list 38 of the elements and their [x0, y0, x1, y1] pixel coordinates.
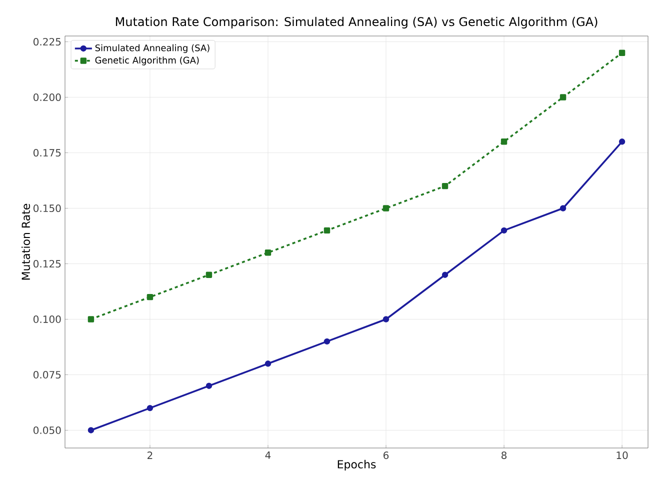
- y-tick-label: 0.225: [34, 38, 61, 46]
- point: [560, 94, 566, 100]
- point: [264, 250, 272, 256]
- point: [88, 316, 94, 322]
- y-tick-label: 0.175: [34, 148, 61, 157]
- legend-label: Simulated Annealing (SA): [95, 44, 210, 54]
- chart-title: Mutation Rate Comparison: Simulated Annealing (SA) vs Genetic Algorithm (GA): [116, 16, 598, 28]
- point: [146, 404, 154, 412]
- point: [382, 205, 390, 212]
- point: [382, 316, 390, 322]
- point: [500, 227, 508, 234]
- point: [560, 205, 566, 212]
- x-axis-title: Epochs: [338, 460, 376, 471]
- point: [88, 427, 94, 434]
- point: [206, 272, 212, 278]
- y-tick-label: 0.100: [34, 315, 61, 324]
- y-tick-label: 0.150: [34, 204, 61, 212]
- y-tick-label: 0.125: [34, 260, 61, 268]
- y-axis-title: Mutation Rate: [21, 204, 30, 280]
- point: [206, 382, 212, 389]
- x-tick-label: 8: [502, 452, 507, 460]
- point: [618, 138, 626, 145]
- point: [442, 182, 448, 190]
- point: [324, 338, 330, 345]
- y-tick-label: 0.075: [34, 370, 61, 379]
- y-tick-label: 0.050: [34, 426, 61, 434]
- point: [500, 138, 508, 145]
- point: [264, 360, 272, 367]
- point: [324, 227, 330, 234]
- point: [618, 50, 626, 56]
- y-tick-label: 0.200: [34, 93, 61, 102]
- point: [442, 272, 448, 278]
- x-tick-label: 6: [384, 452, 389, 460]
- x-tick-label: 4: [265, 452, 271, 459]
- x-tick-label: 2: [148, 452, 152, 459]
- point: [146, 294, 154, 300]
- x-tick-label: 10: [616, 452, 628, 460]
- legend-label: Genetic Algorithm (GA): [95, 56, 199, 66]
